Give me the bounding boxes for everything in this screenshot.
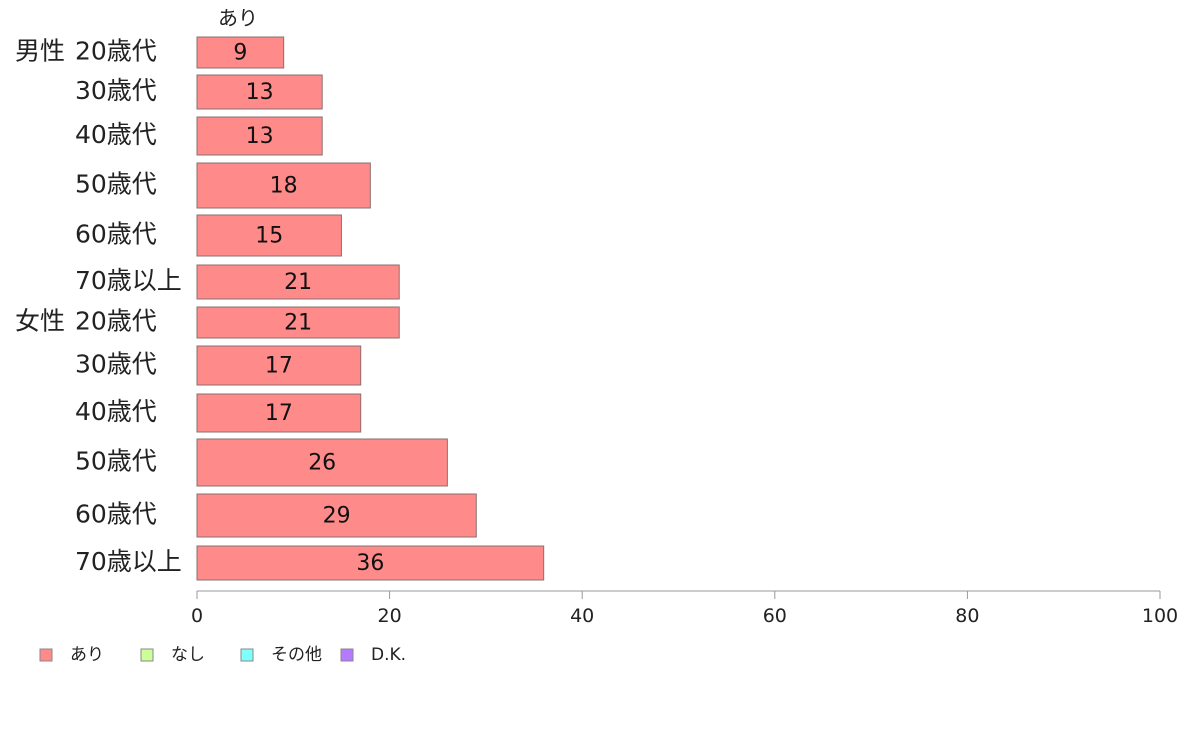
legend-swatch [240, 648, 254, 662]
data-label: 26 [308, 451, 336, 476]
legend-label: あり [70, 645, 104, 665]
legend-swatch [39, 648, 53, 662]
x-tick-label: 100 [1142, 605, 1178, 627]
column-header-label: あり [218, 6, 258, 30]
bar-segment [196, 493, 477, 538]
legend: あり なし その他 D.K. [39, 645, 406, 665]
category-label: 20歳代 [75, 307, 157, 336]
x-tick-label: 20 [378, 605, 402, 627]
x-tick-label: 60 [763, 605, 787, 627]
bar-segment [196, 264, 400, 300]
legend-swatch [340, 648, 354, 662]
bar-segment [196, 36, 285, 69]
data-label: 15 [255, 224, 283, 249]
data-label: 13 [246, 124, 274, 149]
data-label: 29 [323, 504, 351, 529]
x-tick-label: 0 [191, 605, 203, 627]
data-label: 21 [284, 270, 312, 295]
legend-label: なし [171, 645, 205, 665]
category-label: 60歳代 [75, 500, 157, 529]
bars-layer [196, 36, 545, 581]
category-label: 60歳代 [75, 220, 157, 249]
x-axis: 0 20 40 60 80 100 [191, 590, 1178, 627]
category-label: 40歳代 [75, 397, 157, 426]
category-label: 20歳代 [75, 37, 157, 66]
legend-label: D.K. [371, 645, 406, 665]
legend-label: その他 [271, 645, 322, 665]
bar-segment [196, 162, 371, 209]
data-label: 36 [356, 551, 384, 576]
category-label: 70歳以上 [75, 266, 182, 295]
data-label: 17 [265, 354, 293, 379]
group-label: 男性 [15, 37, 65, 66]
x-tick-label: 80 [955, 605, 979, 627]
legend-swatch [140, 648, 154, 662]
bar-segment [196, 545, 545, 581]
data-label: 18 [270, 174, 298, 199]
data-label: 13 [246, 80, 274, 105]
category-label: 50歳代 [75, 447, 157, 476]
data-label: 17 [265, 401, 293, 426]
category-label: 30歳代 [75, 76, 157, 105]
bar-segment [196, 214, 342, 257]
bar-segment [196, 438, 448, 487]
category-label: 50歳代 [75, 170, 157, 199]
bar-segment [196, 74, 323, 110]
category-label: 40歳代 [75, 120, 157, 149]
bar-segment [196, 116, 323, 156]
data-label: 21 [284, 311, 312, 336]
bar-segment [196, 345, 362, 386]
data-label: 9 [233, 41, 247, 66]
bar-segment [196, 393, 362, 433]
category-label: 30歳代 [75, 350, 157, 379]
bar-segment [196, 306, 400, 339]
category-label: 70歳以上 [75, 547, 182, 576]
x-tick-label: 40 [570, 605, 594, 627]
group-label: 女性 [15, 307, 65, 336]
